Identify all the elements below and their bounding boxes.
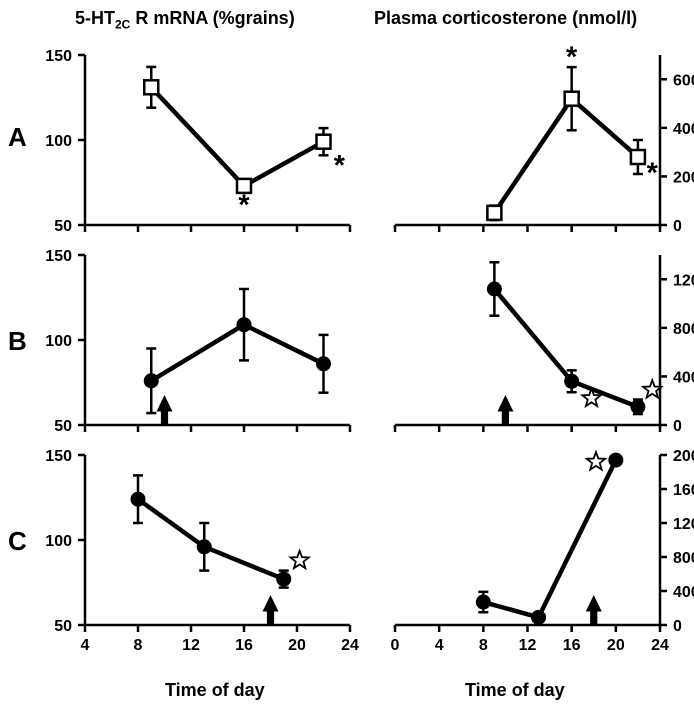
svg-text:16: 16 (563, 637, 581, 654)
panel-C_left: 4 8 12 16 20 24 50 100 150 (30, 443, 370, 665)
svg-text:0: 0 (673, 218, 682, 235)
svg-text:*: * (647, 158, 659, 190)
svg-text:50: 50 (54, 618, 72, 635)
panel-A_right: 0 200 400 600 * * (385, 43, 694, 240)
panel-A_left: 50 100 150 * * (30, 43, 370, 240)
panel-B_right: 0 400 800 1200 (385, 243, 694, 440)
svg-text:24: 24 (651, 637, 669, 654)
svg-text:8: 8 (134, 637, 143, 654)
svg-text:100: 100 (45, 533, 72, 550)
svg-text:150: 150 (45, 248, 72, 265)
row-label-a: A (8, 122, 27, 153)
svg-text:1200: 1200 (673, 272, 694, 289)
svg-text:20: 20 (288, 637, 306, 654)
svg-text:100: 100 (45, 133, 72, 150)
svg-text:1200: 1200 (673, 516, 694, 533)
svg-text:12: 12 (519, 637, 537, 654)
title-text: 5-HT2C R mRNA (%grains) (75, 8, 295, 28)
x-axis-label-right: Time of day (465, 680, 565, 701)
svg-text:150: 150 (45, 48, 72, 65)
x-axis-label-left: Time of day (165, 680, 265, 701)
row-label-b: B (8, 326, 27, 357)
svg-text:20: 20 (607, 637, 625, 654)
svg-text:600: 600 (673, 72, 694, 89)
svg-text:*: * (566, 43, 578, 74)
svg-text:50: 50 (54, 418, 72, 435)
svg-text:*: * (238, 189, 250, 221)
svg-text:4: 4 (435, 637, 444, 654)
panel-B_left: 50 100 150 (30, 243, 370, 440)
panel-C_right: 048121620240400800120016002000 (385, 443, 694, 665)
figure-root: 5-HT2C R mRNA (%grains) Plasma corticost… (0, 0, 694, 720)
svg-text:200: 200 (673, 169, 694, 186)
svg-text:12: 12 (182, 637, 200, 654)
svg-text:0: 0 (673, 618, 682, 635)
svg-text:400: 400 (673, 584, 694, 601)
svg-text:800: 800 (673, 550, 694, 567)
svg-text:400: 400 (673, 369, 694, 386)
row-label-c: C (8, 526, 27, 557)
svg-text:24: 24 (341, 637, 359, 654)
svg-text:800: 800 (673, 321, 694, 338)
svg-text:400: 400 (673, 121, 694, 138)
svg-text:50: 50 (54, 218, 72, 235)
svg-text:150: 150 (45, 448, 72, 465)
svg-text:8: 8 (479, 637, 488, 654)
right-column-title: Plasma corticosterone (nmol/l) (374, 8, 637, 29)
svg-text:16: 16 (235, 637, 253, 654)
svg-text:*: * (334, 150, 346, 182)
svg-text:4: 4 (81, 637, 90, 654)
svg-text:100: 100 (45, 333, 72, 350)
svg-text:0: 0 (673, 418, 682, 435)
svg-text:2000: 2000 (673, 448, 694, 465)
left-column-title: 5-HT2C R mRNA (%grains) (75, 8, 295, 32)
svg-text:0: 0 (391, 637, 400, 654)
svg-text:1600: 1600 (673, 482, 694, 499)
